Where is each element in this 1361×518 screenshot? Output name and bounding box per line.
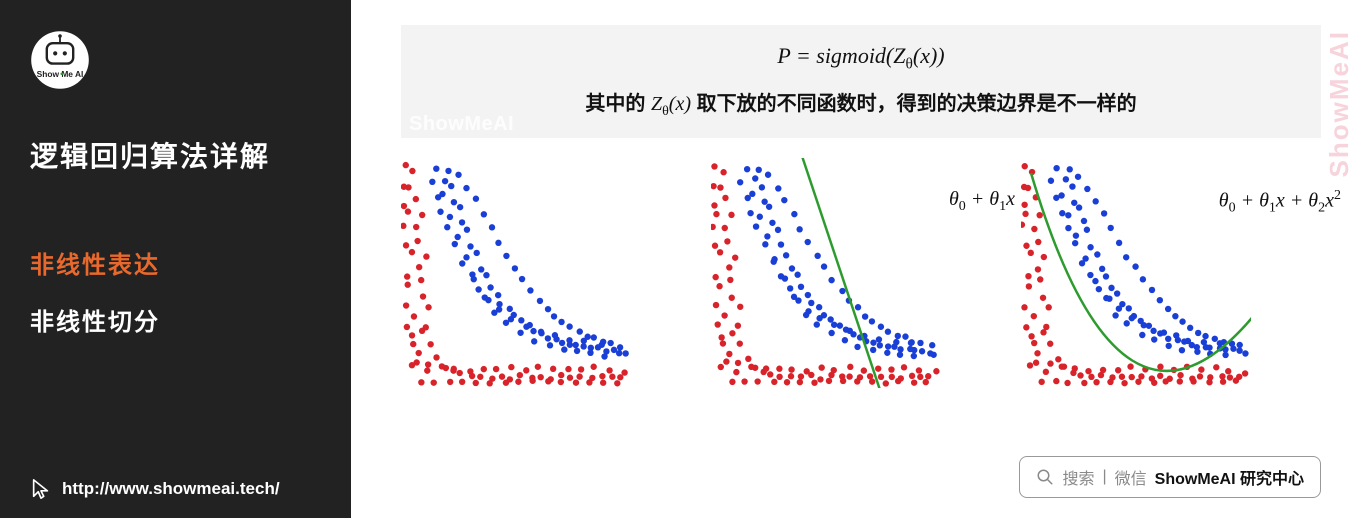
cursor-icon <box>30 478 52 500</box>
search-icon <box>1036 468 1054 486</box>
desc-suffix: 取下放的不同函数时，得到的决策边界是不一样的 <box>691 93 1137 115</box>
formula-prefix: P = sigmoid(Z <box>777 43 905 68</box>
formula-equation: P = sigmoid(Zθ(x)) <box>411 43 1311 73</box>
formula-suffix: (x)) <box>913 43 945 68</box>
scatter-plot-2 <box>711 158 941 388</box>
scatter-plot-1 <box>401 158 631 388</box>
plot-panel-2: θ0 + θ1x <box>711 158 1011 388</box>
footer: http://www.showmeai.tech/ <box>30 478 280 500</box>
watermark-left: ShowMeAI <box>409 113 514 136</box>
plot-panel-1 <box>401 158 701 388</box>
page-title: 逻辑回归算法详解 <box>30 135 351 175</box>
formula-sub: θ <box>906 55 913 72</box>
formula-description: 其中的 Zθ(x) 取下放的不同函数时，得到的决策边界是不一样的 <box>411 87 1311 120</box>
svg-text:Show Me AI: Show Me AI <box>37 69 84 79</box>
main-content: P = sigmoid(Zθ(x)) 其中的 Zθ(x) 取下放的不同函数时，得… <box>351 0 1361 518</box>
plots-row: θ0 + θ1xθ0 + θ1x + θ2x2 <box>401 158 1321 388</box>
plot-label-3: θ0 + θ1x + θ2x2 <box>1219 188 1341 217</box>
brand-vertical: ShowMeAI <box>1324 30 1355 177</box>
showmeai-logo-icon: Show Me AI <box>30 30 90 90</box>
scatter-plot-3 <box>1021 158 1251 388</box>
footer-url[interactable]: http://www.showmeai.tech/ <box>62 479 280 499</box>
search-bold: ShowMeAI 研究中心 <box>1155 465 1304 489</box>
nav-item-0[interactable]: 非线性表达 <box>30 245 351 280</box>
plot-label-2: θ0 + θ1x <box>949 188 1015 215</box>
formula-box: P = sigmoid(Zθ(x)) 其中的 Zθ(x) 取下放的不同函数时，得… <box>401 25 1321 138</box>
search-pill[interactable]: 搜索 | 微信 ShowMeAI 研究中心 <box>1019 456 1321 498</box>
desc-prefix: 其中的 <box>585 93 651 115</box>
search-label-2: 微信 <box>1115 465 1147 489</box>
search-label-1: 搜索 <box>1062 465 1094 489</box>
plot-panel-3: θ0 + θ1x + θ2x2 <box>1021 158 1321 388</box>
logo-wrap: Show Me AI <box>30 30 351 95</box>
sidebar: Show Me AI 逻辑回归算法详解 非线性表达非线性切分 http://ww… <box>0 0 351 518</box>
search-sep: | <box>1102 468 1106 486</box>
nav-item-1[interactable]: 非线性切分 <box>30 302 351 337</box>
